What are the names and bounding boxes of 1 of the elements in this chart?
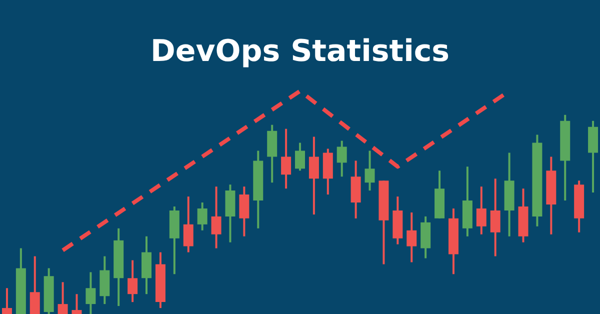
chart-title: DevOps Statistics [149, 34, 451, 69]
